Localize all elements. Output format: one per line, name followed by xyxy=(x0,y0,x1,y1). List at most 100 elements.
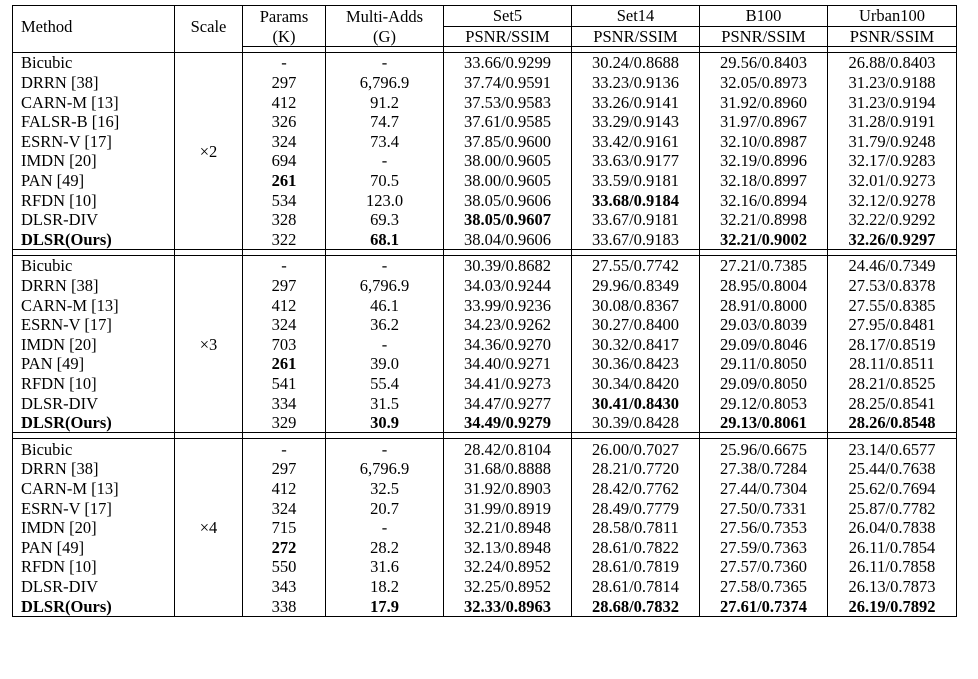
urban100-cell: 25.62/0.7694 xyxy=(827,478,957,499)
multiadds-cell: 20.7 xyxy=(325,498,444,518)
table-row: DLSR(Ours) 322 68.1 38.04/0.9606 33.67/0.918… xyxy=(12,229,957,251)
urban100-cell: 28.25/0.8541 xyxy=(827,393,957,413)
set5-cell: 32.24/0.8952 xyxy=(443,557,572,577)
method-cell: ESRN-V [17] xyxy=(12,498,175,518)
set5-cell: 38.00/0.9605 xyxy=(443,151,572,171)
separator-cell xyxy=(827,249,957,257)
params-cell: 412 xyxy=(242,295,326,315)
b100-cell: 27.58/0.7365 xyxy=(699,576,828,597)
table-row: PAN [49] 261 39.0 34.40/0.9271 30.36/0.8423 2… xyxy=(12,354,957,374)
method-cell: ESRN-V [17] xyxy=(12,131,175,152)
b100-cell: 27.61/0.7374 xyxy=(699,596,828,617)
urban100-cell: 23.14/0.6577 xyxy=(827,438,957,460)
set14-cell: 26.00/0.7027 xyxy=(571,438,700,460)
table-row: ESRN-V [17] 324 20.7 31.99/0.8919 28.49/0.77… xyxy=(12,498,957,518)
separator-cell xyxy=(325,432,444,440)
b100-cell: 32.05/0.8973 xyxy=(699,72,828,93)
method-cell: CARN-M [13] xyxy=(12,295,175,315)
method-cell: IMDN [20] xyxy=(12,151,175,171)
b100-cell: 27.59/0.7363 xyxy=(699,537,828,558)
b100-cell: 28.95/0.8004 xyxy=(699,275,828,296)
set14-cell: 33.67/0.9183 xyxy=(571,229,700,251)
set14-cell: 33.68/0.9184 xyxy=(571,190,700,210)
separator-cell xyxy=(325,249,444,257)
separator-cell xyxy=(443,46,572,54)
table-row: ESRN-V [17] 324 36.2 34.23/0.9262 30.27/0.84… xyxy=(12,314,957,335)
set5-cell: 31.92/0.8903 xyxy=(443,478,572,499)
separator-cell xyxy=(12,432,175,440)
separator-cell xyxy=(325,46,444,54)
b100-cell: 27.44/0.7304 xyxy=(699,478,828,499)
separator-cell xyxy=(699,249,828,257)
set5-cell: 28.42/0.8104 xyxy=(443,438,572,460)
params-cell: 297 xyxy=(242,275,326,296)
header-multiadds: Multi-Adds xyxy=(325,5,444,27)
separator-cell xyxy=(242,249,326,257)
params-cell: 715 xyxy=(242,517,326,538)
separator-cell xyxy=(571,249,700,257)
urban100-cell: 27.53/0.8378 xyxy=(827,275,957,296)
table-row: RFDN [10] 541 55.4 34.41/0.9273 30.34/0.8420… xyxy=(12,373,957,394)
method-cell: DLSR-DIV xyxy=(12,576,175,597)
separator-cell xyxy=(174,432,243,440)
multiadds-cell: 91.2 xyxy=(325,92,444,112)
table-row: Bicubic ×3- -30.39/0.8682 27.55/0.7742 27.21… xyxy=(12,255,957,434)
method-cell: DRRN [38] xyxy=(12,72,175,93)
method-cell: CARN-M [13] xyxy=(12,92,175,112)
set14-cell: 33.67/0.9181 xyxy=(571,209,700,230)
urban100-cell: 32.17/0.9283 xyxy=(827,151,957,171)
urban100-cell: 31.23/0.9188 xyxy=(827,72,957,93)
separator-cell xyxy=(242,46,326,54)
table-row: DRRN [38] 297 6,796.9 34.03/0.9244 29.96/0.8… xyxy=(12,275,957,296)
table-row: IMDN [20] 694-38.00/0.9605 33.63/0.9177 32.… xyxy=(12,151,957,171)
set5-cell: 37.85/0.9600 xyxy=(443,131,572,152)
params-cell: 272 xyxy=(242,537,326,558)
multiadds-cell: 18.2 xyxy=(325,576,444,597)
method-cell: Bicubic xyxy=(12,255,175,276)
multiadds-cell: 74.7 xyxy=(325,111,444,132)
b100-cell: 32.21/0.9002 xyxy=(699,229,828,251)
params-cell: 343 xyxy=(242,576,326,597)
set14-cell: 30.41/0.8430 xyxy=(571,393,700,413)
table-row: DRRN [38] 297 6,796.9 37.74/0.9591 33.23/0.9… xyxy=(12,72,957,93)
urban100-cell: 28.17/0.8519 xyxy=(827,334,957,355)
multiadds-cell: 6,796.9 xyxy=(325,72,444,93)
separator-cell xyxy=(242,432,326,440)
table-row: FALSR-B [16] 326 74.7 37.61/0.9585 33.29/0.9… xyxy=(12,111,957,132)
urban100-cell: 28.26/0.8548 xyxy=(827,412,957,434)
params-cell: 412 xyxy=(242,92,326,112)
params-cell: - xyxy=(242,52,326,73)
set5-cell: 32.25/0.8952 xyxy=(443,576,572,597)
table-row: DLSR(Ours) 329 30.9 34.49/0.9279 30.39/0.842… xyxy=(12,412,957,434)
method-cell: PAN [49] xyxy=(12,354,175,374)
set5-cell: 38.05/0.9606 xyxy=(443,190,572,210)
set5-cell: 30.39/0.8682 xyxy=(443,255,572,276)
b100-cell: 29.56/0.8403 xyxy=(699,52,828,73)
params-cell: 324 xyxy=(242,498,326,518)
group-separator xyxy=(12,46,957,54)
separator-cell xyxy=(174,46,243,54)
urban100-cell: 26.19/0.7892 xyxy=(827,596,957,617)
multiadds-cell: 32.5 xyxy=(325,478,444,499)
urban100-cell: 25.44/0.7638 xyxy=(827,459,957,479)
set5-cell: 32.21/0.8948 xyxy=(443,517,572,538)
set14-cell: 30.34/0.8420 xyxy=(571,373,700,394)
table-row: CARN-M [13] 412 91.2 37.53/0.9583 33.26/0.91… xyxy=(12,92,957,112)
params-cell: 329 xyxy=(242,412,326,434)
header-dataset-b100: B100 xyxy=(699,5,828,27)
header-params-unit: (K) xyxy=(242,26,326,48)
b100-cell: 31.92/0.8960 xyxy=(699,92,828,112)
method-cell: Bicubic xyxy=(12,438,175,460)
method-cell: RFDN [10] xyxy=(12,557,175,577)
results-table: Method Scale Params Multi-Adds Set5 Set1… xyxy=(12,4,957,617)
separator-cell xyxy=(699,46,828,54)
urban100-cell: 28.21/0.8525 xyxy=(827,373,957,394)
header-dataset-set14: Set14 xyxy=(571,5,700,27)
urban100-cell: 26.88/0.8403 xyxy=(827,52,957,73)
params-cell: 322 xyxy=(242,229,326,251)
table-row: RFDN [10] 550 31.6 32.24/0.8952 28.61/0.7819… xyxy=(12,557,957,577)
method-cell: ESRN-V [17] xyxy=(12,314,175,335)
b100-cell: 28.91/0.8000 xyxy=(699,295,828,315)
multiadds-cell: - xyxy=(325,255,444,276)
multiadds-cell: 17.9 xyxy=(325,596,444,617)
